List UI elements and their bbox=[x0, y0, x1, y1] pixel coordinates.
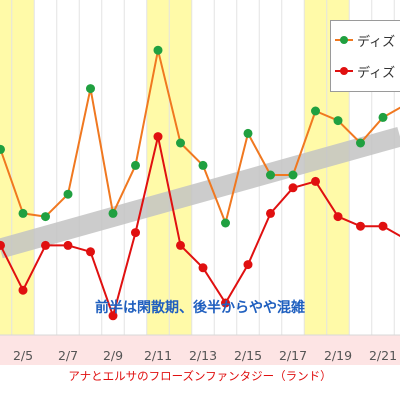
data-point-series-1 bbox=[86, 84, 95, 94]
data-point-series-2 bbox=[288, 183, 298, 193]
legend-line-series-2 bbox=[335, 67, 353, 75]
legend: ディズ ディズ bbox=[330, 20, 400, 92]
x-tick-label: 2/17 bbox=[279, 348, 307, 363]
data-point-series-2 bbox=[131, 228, 140, 238]
data-point-series-2 bbox=[153, 132, 163, 142]
data-point-series-2 bbox=[198, 263, 208, 273]
data-point-series-1 bbox=[356, 138, 365, 148]
data-point-series-1 bbox=[198, 160, 208, 170]
data-point-series-2 bbox=[378, 221, 388, 231]
data-point-series-2 bbox=[311, 176, 320, 186]
x-axis-title: アナとエルサのフローズンファンタジー（ランド） bbox=[68, 369, 332, 383]
data-point-series-1 bbox=[378, 112, 388, 122]
legend-item-series-1: ディズ bbox=[335, 30, 395, 50]
data-point-series-1 bbox=[176, 138, 185, 148]
data-point-series-1 bbox=[266, 170, 275, 180]
data-point-series-2 bbox=[176, 240, 185, 250]
legend-marker-series-1 bbox=[340, 36, 348, 44]
data-point-series-2 bbox=[333, 212, 343, 222]
data-point-series-1 bbox=[243, 128, 253, 138]
x-tick-label: 2/13 bbox=[189, 348, 217, 363]
x-tick-label: 2/15 bbox=[234, 348, 262, 363]
legend-item-series-2: ディズ bbox=[335, 61, 395, 81]
data-point-series-1 bbox=[221, 218, 230, 228]
x-axis-band bbox=[0, 335, 400, 365]
x-tick-label: 2/9 bbox=[103, 348, 123, 363]
data-point-series-2 bbox=[63, 240, 73, 250]
x-tick-label: 2/7 bbox=[58, 348, 78, 363]
data-point-series-1 bbox=[288, 170, 298, 180]
x-tick-label: 2/11 bbox=[144, 348, 172, 363]
data-point-series-2 bbox=[86, 247, 95, 257]
data-point-series-2 bbox=[356, 221, 365, 231]
legend-label-series-1: ディズ bbox=[357, 34, 396, 50]
data-point-series-1 bbox=[41, 212, 50, 222]
legend-line-series-1 bbox=[335, 36, 353, 44]
data-point-series-2 bbox=[108, 311, 118, 321]
data-point-series-2 bbox=[0, 240, 5, 250]
data-point-series-1 bbox=[63, 189, 73, 199]
data-point-series-2 bbox=[243, 260, 253, 270]
x-tick-label: 2/21 bbox=[369, 348, 397, 363]
series-line-1 bbox=[0, 49, 400, 224]
legend-marker-series-2 bbox=[340, 67, 348, 75]
data-point-series-2 bbox=[41, 240, 50, 250]
x-tick-label: 2/19 bbox=[324, 348, 352, 363]
highlight-band-1 bbox=[0, 0, 35, 335]
data-point-series-1 bbox=[153, 45, 163, 55]
data-point-series-1 bbox=[311, 106, 320, 116]
data-point-series-1 bbox=[131, 160, 140, 170]
legend-label-series-2: ディズ bbox=[357, 65, 396, 81]
x-tick-label: 2/5 bbox=[13, 348, 33, 363]
data-point-series-1 bbox=[0, 144, 5, 154]
data-point-series-2 bbox=[221, 298, 230, 308]
data-point-series-2 bbox=[18, 285, 28, 295]
data-point-series-1 bbox=[333, 116, 343, 126]
data-point-series-1 bbox=[108, 208, 118, 218]
trend-band bbox=[0, 126, 400, 259]
annotation-text: 前半は閑散期、後半からやや混雑 bbox=[95, 300, 305, 316]
data-point-series-2 bbox=[266, 208, 275, 218]
data-point-series-1 bbox=[18, 208, 28, 218]
